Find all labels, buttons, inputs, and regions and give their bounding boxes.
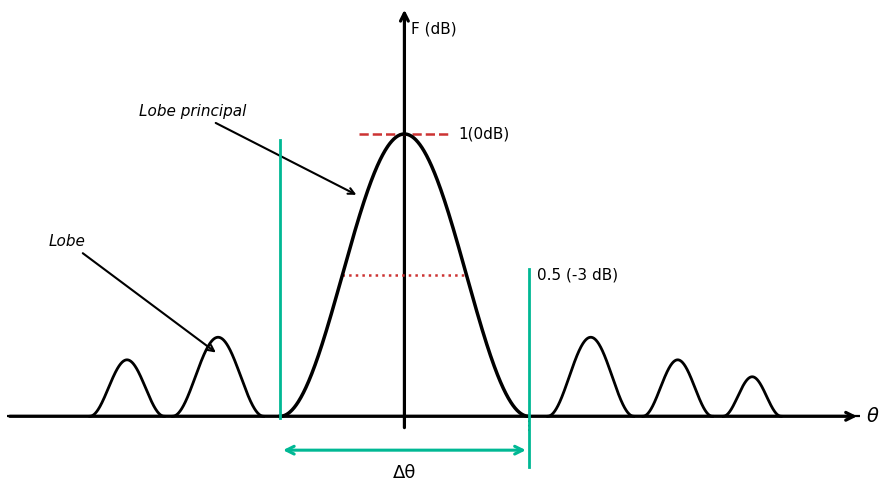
Text: 1(0dB): 1(0dB) bbox=[458, 126, 509, 142]
Text: 0.5 (-3 dB): 0.5 (-3 dB) bbox=[537, 268, 618, 282]
Text: F (dB): F (dB) bbox=[411, 21, 457, 36]
Text: Lobe: Lobe bbox=[49, 234, 214, 351]
Text: θ: θ bbox=[866, 407, 879, 426]
Text: Δθ: Δθ bbox=[392, 464, 416, 482]
Text: Lobe principal: Lobe principal bbox=[140, 104, 354, 194]
